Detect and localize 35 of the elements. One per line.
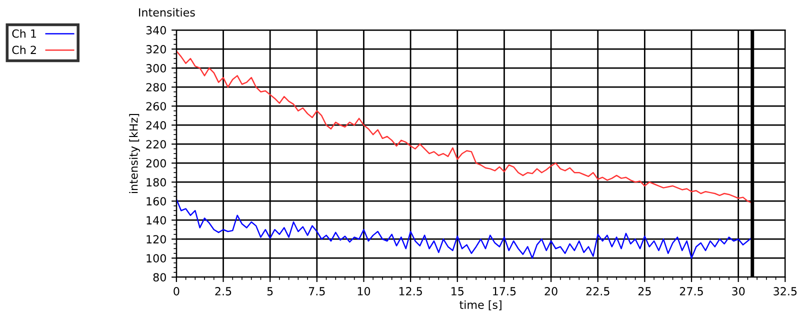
x-axis-title: time [s] xyxy=(460,300,502,310)
y-tick-label: 120 xyxy=(146,235,166,244)
x-tick-label: 17.5 xyxy=(493,287,516,296)
y-tick-label: 260 xyxy=(146,102,166,110)
y-tick-label: 280 xyxy=(146,83,166,92)
x-tick-label: 7.5 xyxy=(308,287,325,296)
y-tick-label: 180 xyxy=(146,178,166,186)
x-tick-label: 30 xyxy=(732,287,745,296)
x-tick-label: 22.5 xyxy=(586,287,610,296)
x-tick-label: 0 xyxy=(174,287,180,296)
line-series xyxy=(176,198,754,259)
x-tick-label: 12.5 xyxy=(399,287,422,296)
x-tick-label: 20 xyxy=(544,287,558,296)
y-tick-label: 320 xyxy=(146,45,166,54)
y-tick-label: 80 xyxy=(153,273,166,282)
x-tick-label: 15 xyxy=(452,287,464,296)
x-tick-label: 5 xyxy=(267,287,273,296)
y-tick-label: 160 xyxy=(146,197,166,206)
y-tick-label: 340 xyxy=(146,26,166,34)
x-tick-label: 10 xyxy=(358,287,370,296)
chart-title: Intensities xyxy=(139,8,195,17)
x-tick-label: 32.5 xyxy=(774,287,797,296)
y-axis-title: intensity [kHz] xyxy=(129,114,140,194)
x-tick-label: 27.5 xyxy=(680,287,703,296)
y-tick-label: 200 xyxy=(146,159,166,168)
y-tick-label: 140 xyxy=(146,216,166,224)
legend-label: Ch 1 xyxy=(12,29,36,38)
x-tick-label: 25 xyxy=(638,287,651,296)
y-tick-label: 240 xyxy=(146,121,166,130)
y-tick-label: 100 xyxy=(146,254,166,262)
y-tick-label: 300 xyxy=(146,64,166,72)
legend-label: Ch 2 xyxy=(12,46,36,54)
line-series xyxy=(176,50,754,204)
x-tick-label: 2.5 xyxy=(215,287,232,296)
y-tick-label: 220 xyxy=(146,140,166,148)
